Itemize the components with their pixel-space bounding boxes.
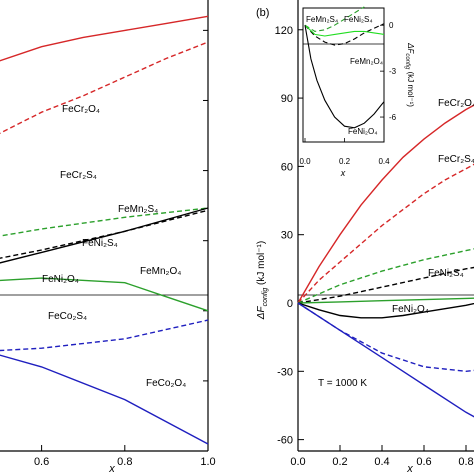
panel-a-series-feni2o4 [0,207,209,264]
inset-labels: FeMn₂S₄ FeNi₂S₄ FeMn₂O₄ FeNi₂O₄ [306,15,383,136]
inset-series [304,6,385,129]
panel-a-ticks: 0.20.40.60.81.0 [34,29,216,468]
inset-series-feni2o4 [304,25,385,129]
panel-b-series-fecr2s4 [297,163,474,304]
inset-ylabel-unit: (kJ mol⁻¹) [406,69,415,107]
panel-a-series-fecr2s4 [0,41,209,134]
panel-b-ylabel-sub: config [262,288,269,307]
panel-b-tag: (b) [256,7,269,19]
panel-b-xtick-label: 0.6 [416,456,431,468]
panel-a-xlabel: x [108,463,115,474]
panel-a-label-fecr2o4: FeCr₂O₄ [62,104,100,115]
inset-xtick-label: 0.2 [339,157,351,166]
panel-a-series-femn2s4 [0,207,209,237]
inset-ytick-label: -6 [389,113,397,122]
panel-b-ticks: 0.0 0.2 0.4 0.6 0.8 -60 -30 0 30 60 90 120 [275,25,474,468]
panel-b-xtick-label: 0.8 [458,456,473,468]
panel-a-series-fecr2o4 [0,15,209,62]
panel-a-label-fecr2s4: FeCr₂S₄ [60,170,97,181]
panel-a-label-feni2o4: FeNi₂O₄ [42,274,79,285]
panel-b-ylabel: ΔFconfig (kJ mol⁻¹) [256,241,269,320]
inset-ylabel-sub: config [404,53,410,70]
panel-b-ylabel-delta: ΔF [256,306,267,321]
inset-series-femn2o4 [304,24,385,37]
panel-a-xtick-label: 0.8 [117,456,132,468]
panel-b-xtick-label: 0.0 [290,456,305,468]
panel-a-series [0,15,209,445]
panel-b-ytick-label: 60 [281,161,293,173]
panel-a-label-feco2o4: FeCo₂O₄ [146,378,186,389]
panel-b-series-feco2s4 [297,302,474,373]
panel-a-series-feni2s4 [0,209,209,259]
inset-label-femn2s4: FeMn₂S₄ [306,15,338,24]
panel-b-ytick-label: 120 [275,25,293,37]
panel-b-ytick-label: -60 [277,435,293,447]
panel-b-series-feni2s4 [297,266,474,304]
panel-a-label-feni2s4: FeNi₂S₄ [82,238,118,249]
inset-ylabel-delta: ΔF [406,42,415,54]
panel-b-ylabel-unit: (kJ mol⁻¹) [256,241,267,288]
panel-a-series-feco2s4 [0,319,209,352]
panel-b-label-fecr2s4: FeCr₂S₄ [438,154,474,165]
panel-b-series-feco2o4 [297,302,474,418]
inset-xtick-label: 0.0 [299,157,311,166]
inset: 0.0 0.2 0.4 0 -3 -6 FeMn₂S₄ FeNi₂S₄ FeMn₂O₄ FeNi… [299,6,415,178]
inset-ytick-label: -3 [389,67,397,76]
inset-ticks: 0.0 0.2 0.4 0 -3 -6 [299,21,396,166]
inset-series-feni2s4 [304,23,385,46]
panel-b-ytick-label: 90 [281,93,293,105]
inset-label-feni2o4: FeNi₂O₄ [348,127,377,136]
panel-a: 0.20.40.60.81.0 FeCr₂O₄FeCr₂S₄FeMn₂S₄FeN… [0,0,216,474]
panel-b-series-fecr2o4 [297,104,474,304]
inset-ylabel: ΔFconfig (kJ mol⁻¹) [404,42,415,107]
panel-a-series-femn2o4 [0,277,209,312]
panel-a-xtick-label: 0.6 [34,456,49,468]
panel-b-xtick-label: 0.2 [332,456,347,468]
panel-a-xtick-label: 1.0 [200,456,215,468]
panel-b-series-femn2o4 [297,297,474,304]
inset-xlabel: x [340,168,346,178]
panel-a-series-feco2o4 [0,354,209,445]
panel-a-label-feco2s4: FeCo₂S₄ [48,311,87,322]
panel-b-xlabel: x [406,463,413,474]
inset-ytick-label: 0 [389,21,394,30]
inset-xtick-label: 0.4 [378,157,390,166]
panel-b-label-fecr2o4: FeCr₂O₄ [438,98,474,109]
inset-label-femn2o4: FeMn₂O₄ [350,57,383,66]
panel-b-annotation: T = 1000 K [318,378,367,389]
panel-b-ytick-label: 0 [287,298,293,310]
panel-b-series-feni2o4 [297,302,474,319]
panel-b-ytick-label: 30 [281,230,293,242]
panel-b-series [297,104,474,418]
panel-a-label-femn2o4: FeMn₂O₄ [140,266,181,277]
panel-b-xtick-label: 0.4 [374,456,389,468]
panel-a-label-femn2s4: FeMn₂S₄ [118,204,158,215]
inset-label-feni2s4: FeNi₂S₄ [344,15,373,24]
panel-a-labels: FeCr₂O₄ FeCr₂S₄ FeMn₂S₄ FeNi₂S₄ FeMn₂O₄ FeNi₂… [42,104,186,389]
panel-b-label-feni2o4: FeNi₂O₄ [392,304,429,315]
inset-series-femn2s4 [304,6,365,32]
panel-b-label-feni2s4: FeNi₂S₄ [428,268,464,279]
panel-b-labels: FeCr₂O₄ FeCr₂S₄ FeNi₂S₄ FeNi₂O₄ [392,98,474,315]
panel-b-ytick-label: -30 [277,366,293,378]
